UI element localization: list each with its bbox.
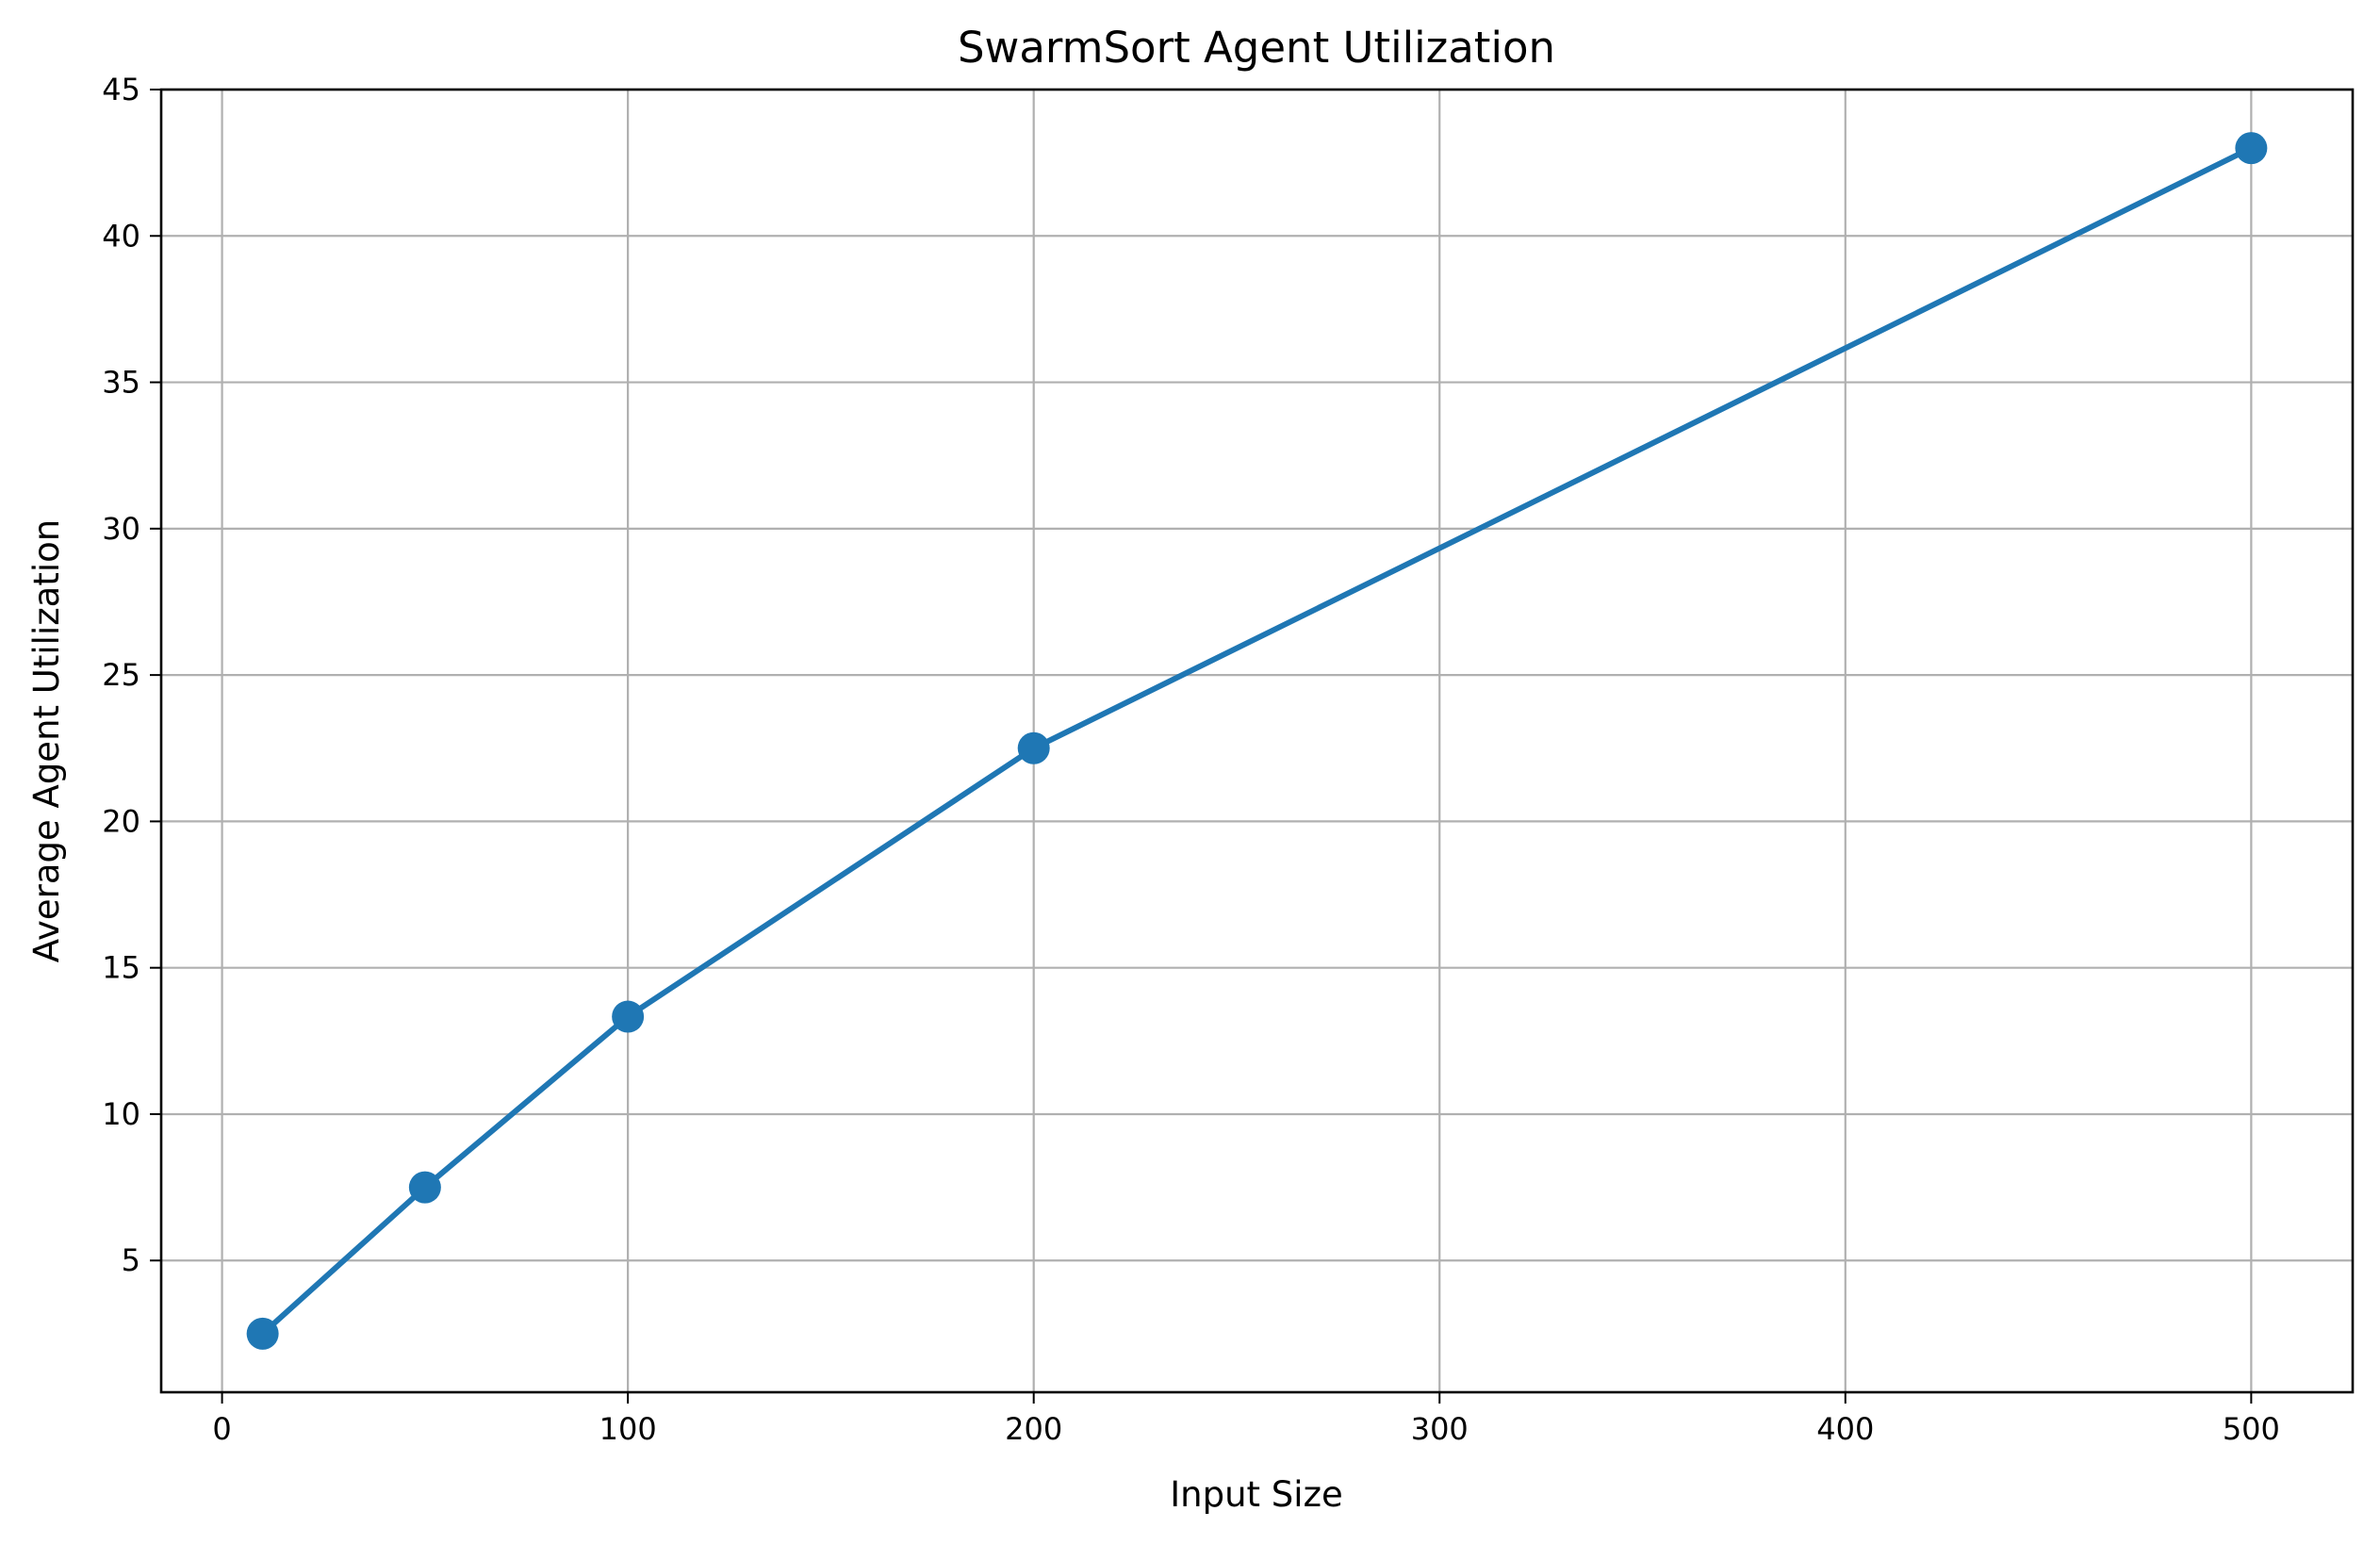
series-layer: [246, 132, 2268, 1350]
y-tick-label: 40: [102, 218, 140, 254]
data-point: [246, 1317, 279, 1350]
chart-title: SwarmSort Agent Utilization: [958, 23, 1555, 73]
x-tick-label: 0: [212, 1411, 231, 1447]
y-tick-label: 20: [102, 803, 140, 839]
series-line: [259, 145, 2255, 1337]
y-tick-label: 45: [102, 72, 140, 107]
grid: [161, 88, 2353, 1392]
x-tick-label: 500: [2223, 1411, 2280, 1447]
axis-ticks: 0 100 200 300 400 500 5 10 15 20 25 30 35 40 45: [102, 72, 2280, 1447]
data-point: [2235, 132, 2268, 165]
plot-frame: [159, 88, 2355, 1394]
y-tick-label: 25: [102, 657, 140, 693]
x-tick-label: 400: [1816, 1411, 1874, 1447]
data-point: [1017, 731, 1050, 764]
x-tick-label: 100: [599, 1411, 657, 1447]
y-tick-label: 10: [102, 1096, 140, 1132]
y-axis-label: Average Agent Utilization: [26, 519, 67, 962]
x-tick-label: 300: [1411, 1411, 1469, 1447]
data-point: [612, 1000, 645, 1033]
x-axis-label: Input Size: [1170, 1474, 1343, 1515]
data-point: [408, 1171, 441, 1204]
y-tick-label: 30: [102, 511, 140, 547]
x-tick-label: 200: [1005, 1411, 1062, 1447]
y-tick-label: 5: [122, 1242, 140, 1278]
y-tick-label: 15: [102, 950, 140, 986]
y-tick-label: 35: [102, 365, 140, 401]
